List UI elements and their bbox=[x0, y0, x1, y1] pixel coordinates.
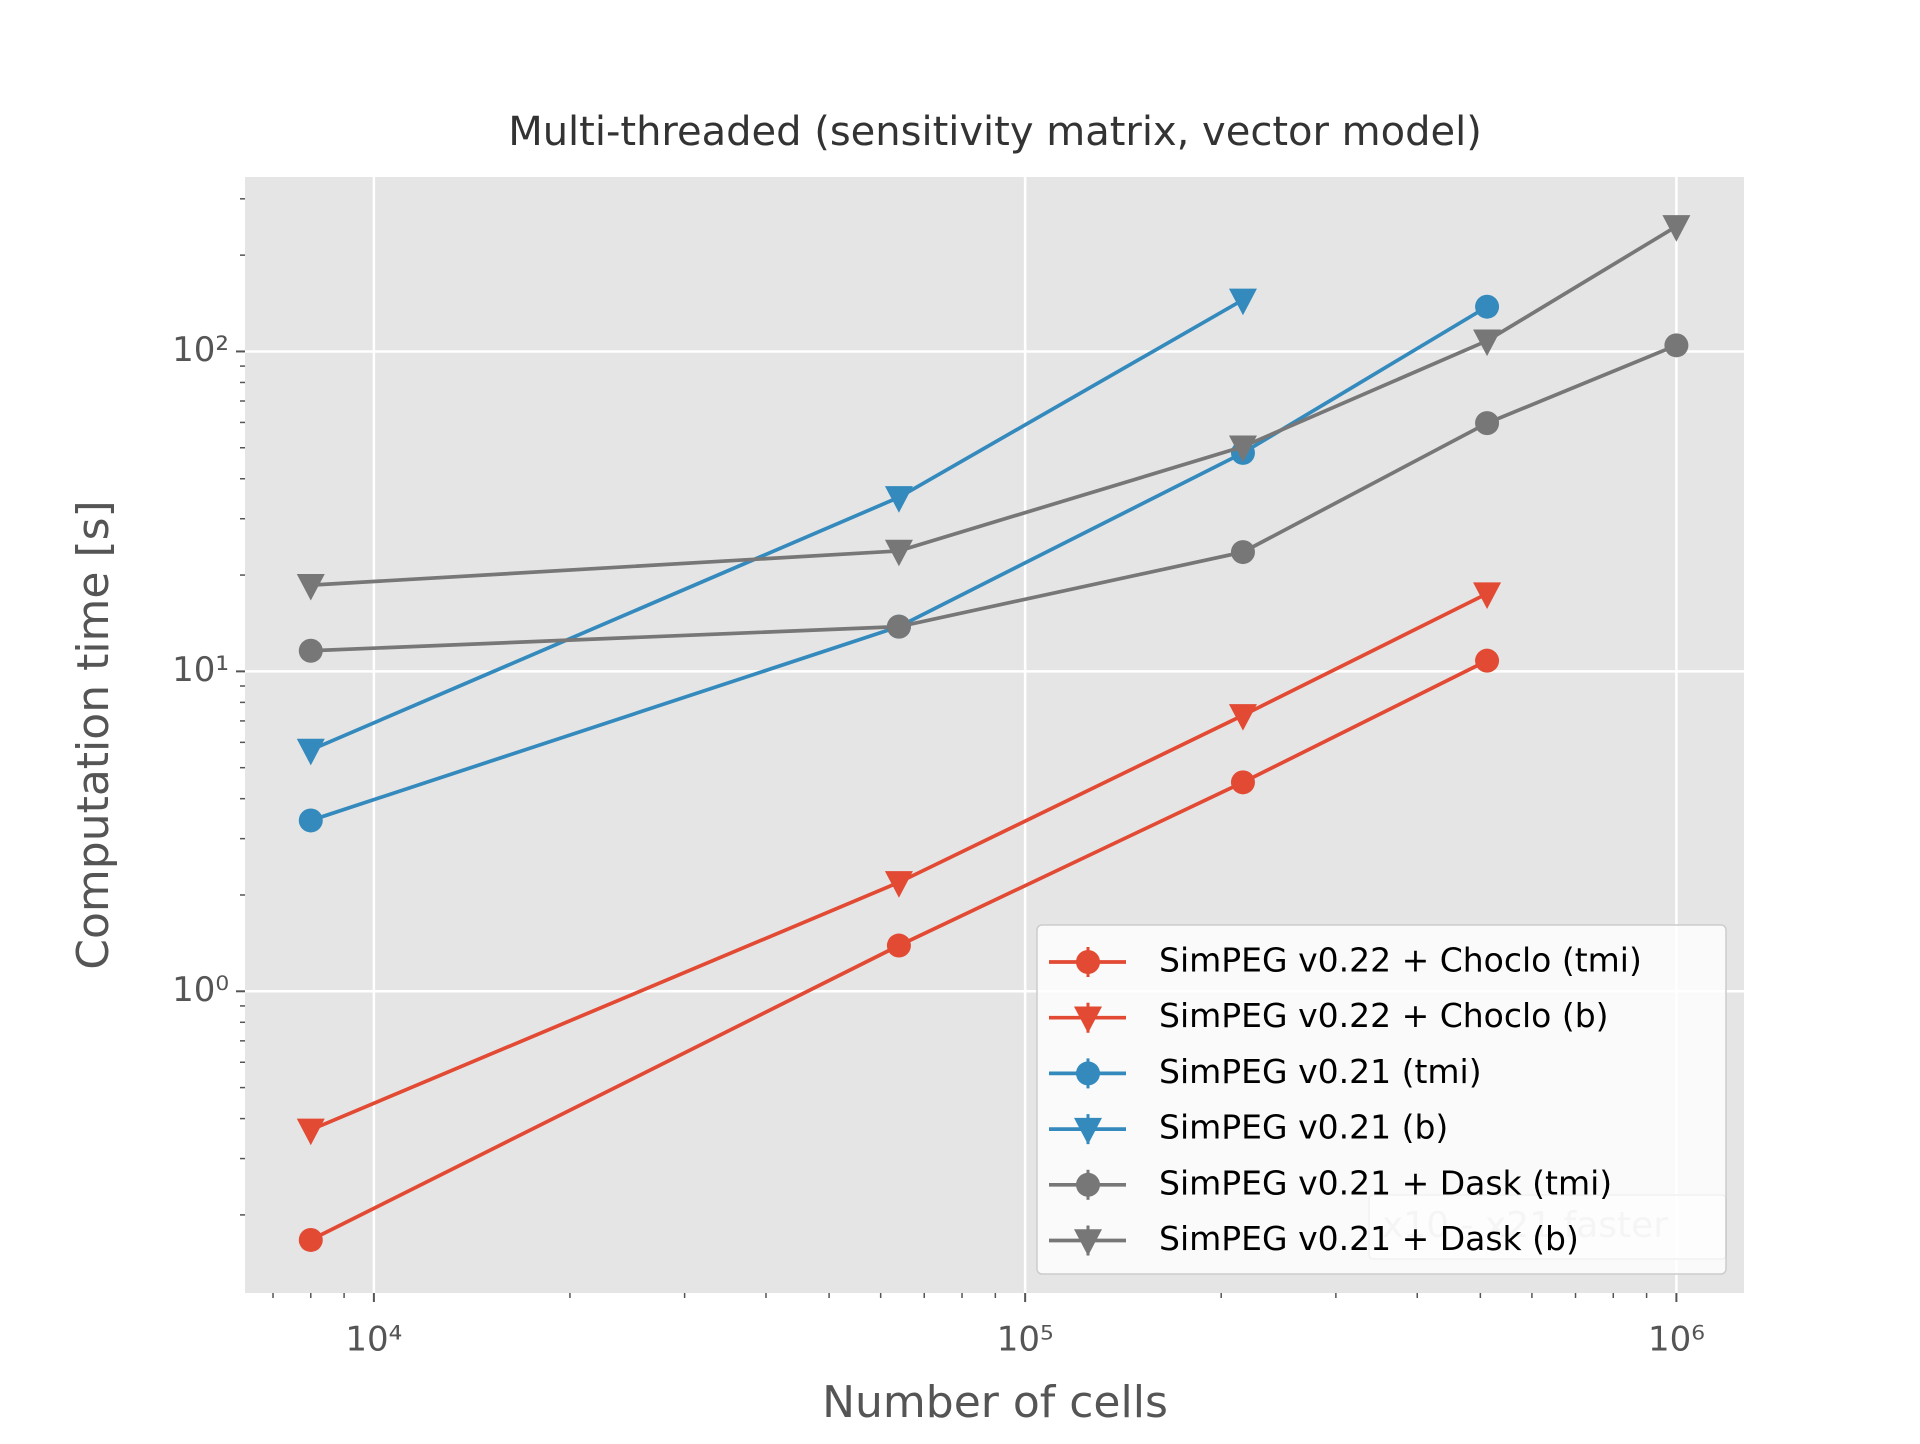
legend-marker bbox=[1074, 1117, 1102, 1145]
data-point bbox=[884, 486, 913, 513]
legend-label: SimPEG v0.21 + Dask (tmi) bbox=[1159, 1163, 1612, 1202]
legend-marker bbox=[1074, 1006, 1102, 1034]
data-point bbox=[296, 1118, 325, 1146]
data-point bbox=[298, 808, 323, 833]
data-point bbox=[1230, 540, 1255, 565]
data-point bbox=[296, 573, 325, 601]
data-point bbox=[298, 638, 323, 663]
data-point bbox=[1228, 435, 1257, 463]
legend-marker bbox=[1074, 1229, 1102, 1256]
data-point bbox=[884, 539, 913, 567]
legend-label: SimPEG v0.21 (b) bbox=[1159, 1108, 1448, 1147]
series-line bbox=[310, 305, 1489, 823]
data-point bbox=[1664, 333, 1689, 358]
data-point bbox=[1228, 704, 1257, 731]
y-tick-label: 10¹ bbox=[172, 650, 229, 690]
data-point bbox=[1473, 582, 1502, 610]
data-point bbox=[1662, 215, 1691, 242]
data-point bbox=[298, 1227, 323, 1252]
x-tick-label: 10⁵ bbox=[997, 1320, 1054, 1360]
data-point bbox=[886, 614, 911, 639]
y-tick-label: 10² bbox=[172, 330, 229, 370]
x-tick-label: 10⁴ bbox=[345, 1320, 402, 1360]
data-point bbox=[1475, 411, 1500, 436]
y-axis-label: Computation time [s] bbox=[68, 500, 119, 969]
data-point bbox=[884, 871, 913, 898]
chart-title: Multi-threaded (sensitivity matrix, vect… bbox=[508, 109, 1482, 155]
legend-label: SimPEG v0.22 + Choclo (b) bbox=[1159, 996, 1609, 1035]
data-point bbox=[1230, 770, 1255, 795]
data-point bbox=[886, 933, 911, 958]
data-point bbox=[296, 738, 325, 766]
y-tick-label: 10⁰ bbox=[172, 970, 229, 1010]
series-line bbox=[310, 591, 1488, 1132]
x-tick-label: 10⁶ bbox=[1648, 1320, 1705, 1360]
data-point bbox=[1473, 329, 1502, 357]
legend-label: SimPEG v0.22 + Choclo (tmi) bbox=[1159, 941, 1642, 980]
x-axis-label: Number of cells bbox=[822, 1377, 1168, 1428]
legend-marker bbox=[1076, 1172, 1100, 1197]
legend-marker bbox=[1076, 950, 1100, 974]
data-point bbox=[1475, 294, 1500, 319]
legend-marker bbox=[1076, 1061, 1100, 1086]
data-point bbox=[1475, 648, 1500, 673]
legend-label: SimPEG v0.21 + Dask (b) bbox=[1159, 1219, 1579, 1258]
series-line bbox=[309, 659, 1488, 1242]
legend-box bbox=[1036, 924, 1727, 1275]
data-point bbox=[1228, 288, 1257, 316]
legend-label: SimPEG v0.21 (tmi) bbox=[1159, 1052, 1482, 1091]
